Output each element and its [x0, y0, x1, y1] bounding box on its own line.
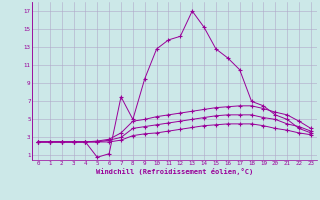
X-axis label: Windchill (Refroidissement éolien,°C): Windchill (Refroidissement éolien,°C) — [96, 168, 253, 175]
